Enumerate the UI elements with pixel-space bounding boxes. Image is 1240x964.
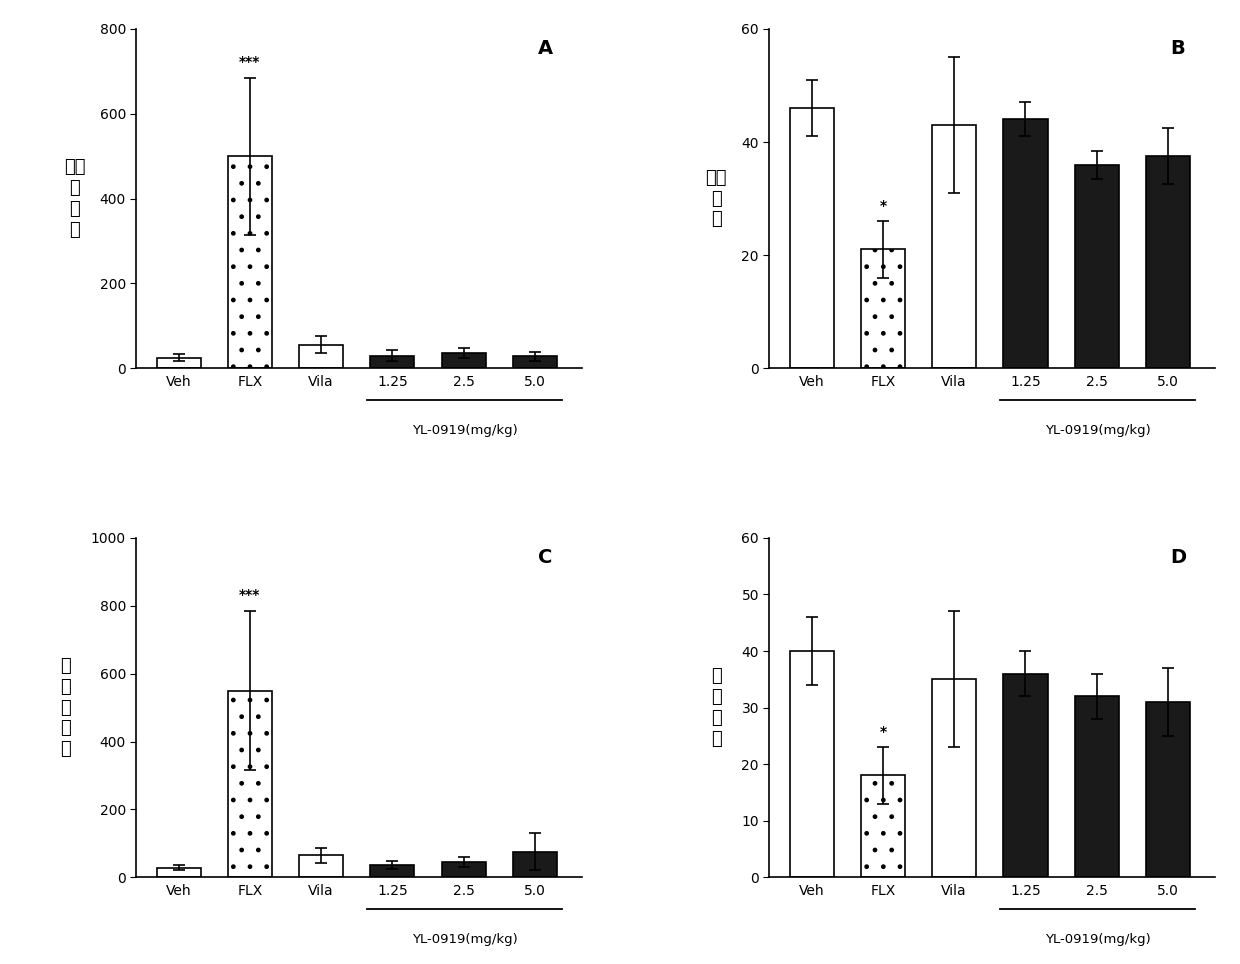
Bar bbox=[861, 775, 905, 877]
Bar bbox=[299, 345, 343, 368]
Text: YL-0919(mg/kg): YL-0919(mg/kg) bbox=[1045, 933, 1151, 947]
Bar bbox=[299, 855, 343, 877]
Bar bbox=[371, 356, 414, 368]
Text: *: * bbox=[879, 199, 887, 213]
Text: D: D bbox=[1171, 549, 1187, 567]
Bar bbox=[156, 868, 201, 877]
Text: A: A bbox=[538, 40, 553, 58]
Bar bbox=[513, 357, 557, 368]
Bar bbox=[1146, 702, 1190, 877]
Bar bbox=[932, 680, 976, 877]
Bar bbox=[790, 651, 833, 877]
Bar bbox=[156, 358, 201, 368]
Bar bbox=[1146, 156, 1190, 368]
Bar bbox=[1075, 696, 1118, 877]
Bar bbox=[441, 354, 486, 368]
Bar bbox=[1003, 120, 1048, 368]
Y-axis label: 爬跨
次
数: 爬跨 次 数 bbox=[706, 169, 727, 228]
Bar bbox=[371, 866, 414, 877]
Text: *: * bbox=[879, 725, 887, 738]
Text: B: B bbox=[1171, 40, 1185, 58]
Y-axis label: 插
入
次
数: 插 入 次 数 bbox=[711, 667, 722, 748]
Bar bbox=[1075, 165, 1118, 368]
Bar bbox=[1003, 674, 1048, 877]
Bar bbox=[441, 862, 486, 877]
Bar bbox=[932, 125, 976, 368]
Bar bbox=[228, 156, 272, 368]
Text: ***: *** bbox=[239, 55, 260, 69]
Bar bbox=[228, 690, 272, 877]
Bar bbox=[513, 852, 557, 877]
Bar bbox=[861, 250, 905, 368]
Y-axis label: 插
入
潜
伏
期: 插 入 潜 伏 期 bbox=[61, 657, 71, 758]
Text: ***: *** bbox=[239, 588, 260, 602]
Text: YL-0919(mg/kg): YL-0919(mg/kg) bbox=[1045, 424, 1151, 438]
Y-axis label: 爬跨
潜
伏
期: 爬跨 潜 伏 期 bbox=[63, 158, 86, 239]
Text: YL-0919(mg/kg): YL-0919(mg/kg) bbox=[412, 933, 517, 947]
Text: YL-0919(mg/kg): YL-0919(mg/kg) bbox=[412, 424, 517, 438]
Bar bbox=[790, 108, 833, 368]
Text: C: C bbox=[538, 549, 552, 567]
